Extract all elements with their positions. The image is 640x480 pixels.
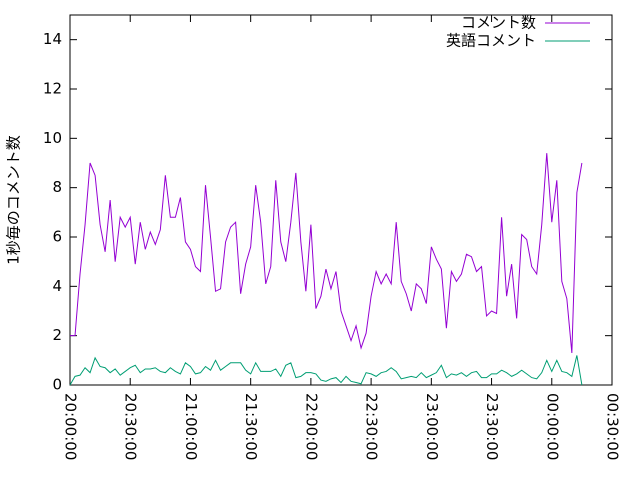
y-tick-label: 8 xyxy=(52,178,62,196)
x-tick-label: 00:30:00 xyxy=(604,393,622,460)
y-tick-label: 14 xyxy=(43,30,62,48)
x-tick-label: 23:00:00 xyxy=(423,393,441,460)
y-tick-label: 10 xyxy=(43,129,62,147)
y-tick-label: 0 xyxy=(52,376,62,394)
y-tick-label: 12 xyxy=(43,80,62,98)
plot-frame xyxy=(69,14,613,386)
legend-label: コメント数 xyxy=(461,14,536,32)
x-tick-label: 22:00:00 xyxy=(302,393,320,460)
y-tick-label: 4 xyxy=(52,277,62,295)
y-axis-label: 1秒毎のコメント数 xyxy=(5,135,23,265)
x-tick-label: 23:30:00 xyxy=(483,393,501,460)
x-tick-label: 21:00:00 xyxy=(182,393,200,460)
y-tick-label: 2 xyxy=(52,326,62,344)
series-line xyxy=(70,153,583,353)
x-tick-label: 22:30:00 xyxy=(363,393,381,460)
x-tick-label: 00:00:00 xyxy=(543,393,561,460)
x-tick-label: 20:00:00 xyxy=(62,393,80,460)
x-tick-label: 20:30:00 xyxy=(122,393,140,460)
series-line xyxy=(69,355,583,386)
y-tick-label: 6 xyxy=(52,228,62,246)
x-tick-label: 21:30:00 xyxy=(242,393,260,460)
legend-label: 英語コメント xyxy=(446,32,536,50)
